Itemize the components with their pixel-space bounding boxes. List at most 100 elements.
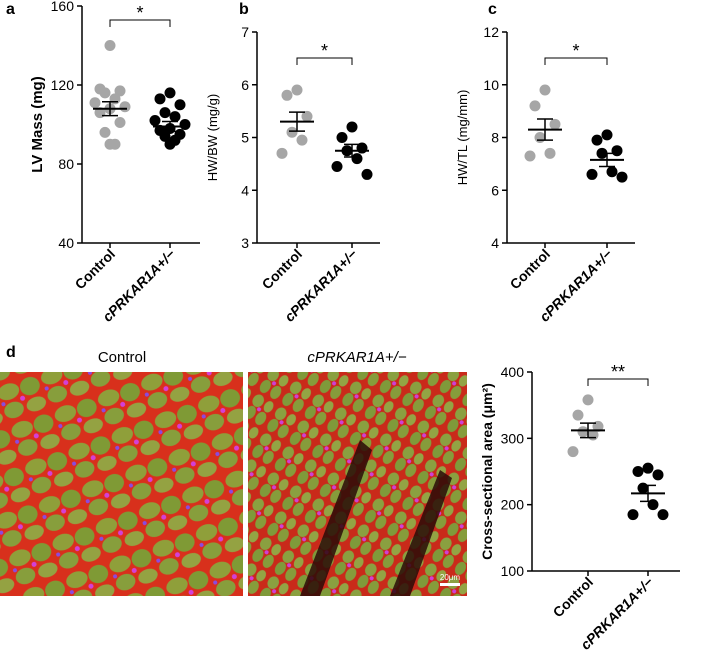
data-point bbox=[642, 462, 654, 474]
data-point bbox=[539, 84, 551, 96]
data-point bbox=[164, 138, 176, 150]
data-point bbox=[582, 394, 594, 406]
micrographs: Control cPRKAR1A+/− 20μm bbox=[0, 349, 467, 596]
data-point bbox=[657, 509, 669, 521]
error-bar bbox=[102, 101, 118, 117]
y-tick-label: 10 bbox=[483, 77, 499, 93]
data-point bbox=[524, 150, 536, 162]
data-point bbox=[351, 153, 363, 165]
data-point bbox=[361, 168, 373, 180]
data-point bbox=[159, 130, 171, 142]
y-tick-label: 8 bbox=[491, 130, 499, 146]
error-bar bbox=[537, 118, 553, 141]
panel-letter: d bbox=[6, 344, 16, 361]
data-point bbox=[567, 446, 579, 458]
data-point bbox=[591, 134, 603, 146]
data-point bbox=[159, 107, 171, 119]
y-tick-label: 12 bbox=[483, 24, 499, 40]
data-point bbox=[89, 97, 101, 109]
data-point bbox=[606, 166, 618, 178]
y-tick-label: 3 bbox=[241, 235, 249, 251]
image-label: cPRKAR1A+/− bbox=[307, 349, 406, 366]
significance-bracket bbox=[544, 57, 608, 65]
data-point bbox=[534, 132, 546, 143]
y-tick-label: 40 bbox=[58, 235, 74, 251]
data-point bbox=[544, 147, 556, 159]
data-point bbox=[529, 100, 541, 112]
data-point bbox=[586, 168, 598, 180]
significance-bracket bbox=[587, 378, 649, 386]
data-point bbox=[616, 171, 628, 183]
data-point bbox=[331, 161, 343, 173]
x-tick-label: Control bbox=[259, 246, 306, 293]
y-tick-label: 7 bbox=[241, 24, 249, 40]
error-bar bbox=[289, 111, 305, 132]
y-axis-label: Cross-sectional area (μm²) bbox=[479, 383, 495, 560]
scale-bar bbox=[440, 583, 460, 586]
panel-letter: a bbox=[6, 1, 15, 18]
interstitial-space bbox=[300, 440, 452, 596]
significance-label: * bbox=[321, 41, 328, 61]
panel-letter: b bbox=[239, 1, 249, 18]
x-tick-label: Control bbox=[507, 246, 554, 293]
data-point bbox=[114, 117, 126, 129]
significance-bracket bbox=[109, 19, 171, 27]
error-bar bbox=[344, 143, 360, 158]
y-tick-label: 300 bbox=[501, 430, 525, 446]
data-point bbox=[296, 134, 308, 146]
data-point bbox=[301, 110, 313, 122]
data-point bbox=[109, 93, 121, 105]
data-point bbox=[179, 119, 191, 130]
data-point bbox=[104, 138, 116, 150]
data-point bbox=[99, 87, 111, 99]
data-point bbox=[572, 409, 584, 421]
y-tick-label: 5 bbox=[241, 130, 249, 146]
significance-bracket bbox=[296, 57, 353, 65]
data-point bbox=[174, 99, 186, 111]
y-tick-label: 400 bbox=[501, 364, 525, 380]
error-bar bbox=[162, 120, 178, 133]
data-point bbox=[169, 111, 181, 123]
image-label: Control bbox=[98, 349, 146, 366]
y-axis-label: LV Mass (mg) bbox=[29, 76, 46, 172]
data-point bbox=[549, 118, 561, 130]
data-point bbox=[291, 84, 303, 96]
data-point bbox=[114, 85, 126, 97]
data-point bbox=[652, 469, 664, 481]
y-tick-label: 6 bbox=[491, 182, 499, 198]
y-axis-label: HW/TL (mg/mm) bbox=[455, 90, 470, 186]
data-point bbox=[601, 129, 613, 141]
data-point bbox=[336, 132, 348, 143]
y-tick-label: 4 bbox=[241, 182, 249, 198]
data-point bbox=[346, 121, 358, 133]
significance-label: ** bbox=[611, 362, 625, 382]
error-bar bbox=[599, 152, 615, 168]
data-point bbox=[286, 126, 298, 138]
error-bar bbox=[640, 484, 656, 503]
data-point bbox=[627, 509, 639, 521]
data-point bbox=[99, 126, 111, 138]
data-point bbox=[149, 115, 161, 127]
y-tick-label: 200 bbox=[501, 497, 525, 513]
y-tick-label: 80 bbox=[58, 156, 74, 172]
data-point bbox=[577, 426, 589, 438]
significance-label: * bbox=[136, 3, 143, 23]
x-tick-label: Control bbox=[72, 246, 119, 293]
y-tick-label: 160 bbox=[51, 0, 75, 14]
y-axis-label: HW/BW (mg/g) bbox=[205, 94, 220, 181]
y-tick-label: 6 bbox=[241, 77, 249, 93]
data-point bbox=[154, 93, 166, 105]
y-tick-label: 100 bbox=[501, 563, 525, 579]
significance-label: * bbox=[572, 41, 579, 61]
data-point bbox=[637, 482, 649, 494]
data-point bbox=[119, 101, 131, 113]
data-point bbox=[164, 87, 176, 99]
data-point bbox=[632, 466, 644, 477]
x-tick-label: Control bbox=[550, 574, 597, 621]
y-tick-label: 120 bbox=[51, 77, 75, 93]
data-point bbox=[611, 145, 623, 157]
